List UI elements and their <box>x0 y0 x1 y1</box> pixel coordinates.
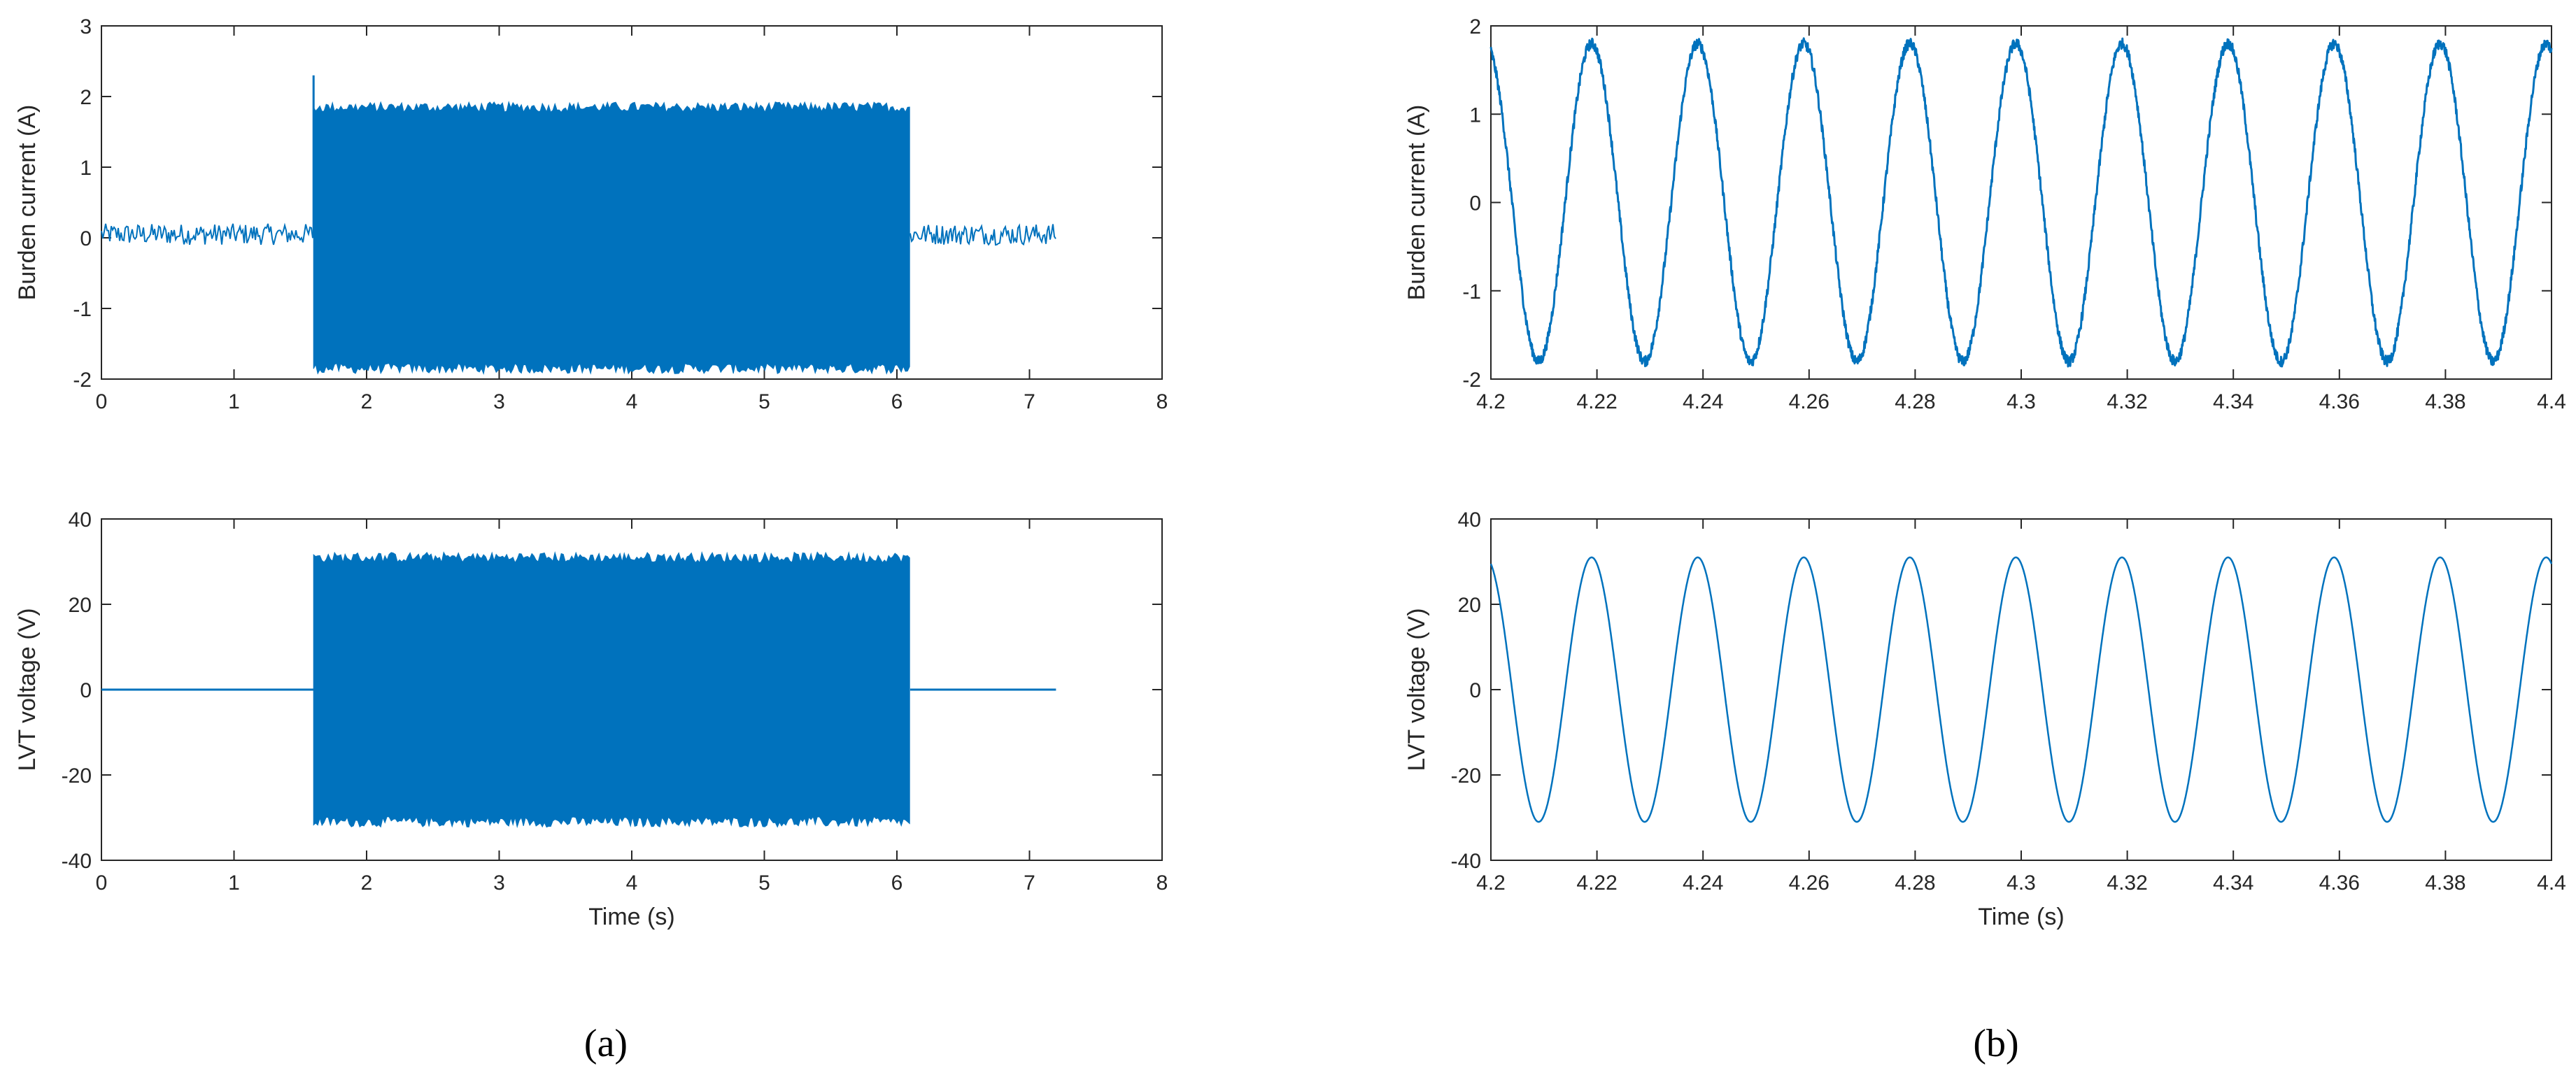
a-top-xtick-label: 1 <box>228 390 240 413</box>
a-top-xtick-label: 4 <box>626 390 638 413</box>
a-bottom-ylabel: LVT voltage (V) <box>14 608 41 771</box>
b-bottom-ytick-label: -20 <box>1451 764 1481 788</box>
a-top-ytick-label: 2 <box>80 86 92 109</box>
a-bottom-xlabel: Time (s) <box>588 904 674 930</box>
a-bottom-ytick-label: 0 <box>80 679 92 702</box>
a-top-xtick-label: 7 <box>1024 390 1035 413</box>
b-top-series-line <box>1489 37 2553 368</box>
a-top-xtick-label: 8 <box>1156 390 1168 413</box>
a-top-xtick-label: 3 <box>493 390 505 413</box>
b-bottom-xlabel: Time (s) <box>1978 904 2064 930</box>
a-top-ytick-label: 0 <box>80 227 92 250</box>
b-bottom-xtick-label: 4.2 <box>1476 871 1506 895</box>
a-top-series-noise <box>101 222 313 245</box>
b-bottom-xtick-label: 4.34 <box>2213 871 2253 895</box>
a-bottom-series-band <box>313 550 910 829</box>
b-top-xtick-label: 4.34 <box>2213 390 2253 413</box>
panel-label-a: (a) <box>584 1022 628 1065</box>
b-bottom-series-line <box>1489 556 2553 823</box>
b-top-ytick-label: 1 <box>1469 104 1481 127</box>
b-top-xtick-label: 4.28 <box>1895 390 1935 413</box>
b-top-xtick-label: 4.24 <box>1683 390 1723 413</box>
b-top-ytick-label: 0 <box>1469 192 1481 215</box>
a-bottom-xtick-label: 3 <box>493 871 505 895</box>
a-top-xtick-label: 6 <box>891 390 903 413</box>
b-top-xtick-label: 4.32 <box>2107 390 2147 413</box>
b-top-ytick-label: 2 <box>1469 15 1481 38</box>
a-top-ytick-label: -2 <box>73 369 92 392</box>
a-bottom-xtick-label: 8 <box>1156 871 1168 895</box>
b-bottom-xtick-label: 4.3 <box>2007 871 2036 895</box>
b-top-xtick-label: 4.26 <box>1789 390 1830 413</box>
a-top-xtick-label: 0 <box>96 390 108 413</box>
a-top-ytick-label: 3 <box>80 15 92 38</box>
b-bottom-ytick-label: -40 <box>1451 850 1481 873</box>
b-top-xtick-label: 4.4 <box>2537 390 2566 413</box>
b-top-xtick-label: 4.2 <box>1476 390 1506 413</box>
a-bottom-xtick-label: 7 <box>1024 871 1035 895</box>
b-top-xtick-label: 4.22 <box>1576 390 1617 413</box>
a-bottom-xtick-label: 0 <box>96 871 108 895</box>
a-bottom-ytick-label: 20 <box>69 594 92 617</box>
a-bottom-xtick-label: 5 <box>758 871 770 895</box>
b-top-ytick-label: -1 <box>1462 280 1481 304</box>
b-top-xtick-label: 4.3 <box>2007 390 2036 413</box>
a-top-series-noise <box>910 223 1056 246</box>
b-bottom-xtick-label: 4.36 <box>2319 871 2360 895</box>
b-bottom-xtick-label: 4.22 <box>1576 871 1617 895</box>
a-bottom-xtick-label: 4 <box>626 871 638 895</box>
b-top-ylabel: Burden current (A) <box>1403 105 1430 301</box>
b-bottom-ytick-label: 0 <box>1469 679 1481 702</box>
a-top-ytick-label: -1 <box>73 298 92 321</box>
b-bottom-xtick-label: 4.28 <box>1895 871 1935 895</box>
a-top-ylabel: Burden current (A) <box>14 105 41 301</box>
a-bottom-ytick-label: -20 <box>62 764 92 788</box>
b-bottom-axes-box <box>1490 518 2552 861</box>
a-top-xtick-label: 5 <box>758 390 770 413</box>
b-bottom-xtick-label: 4.4 <box>2537 871 2566 895</box>
b-top-ytick-label: -2 <box>1462 369 1481 392</box>
a-bottom-xtick-label: 6 <box>891 871 903 895</box>
a-bottom-ytick-label: -40 <box>62 850 92 873</box>
b-bottom-xtick-label: 4.32 <box>2107 871 2147 895</box>
a-top-series-band <box>313 101 910 376</box>
b-top-xtick-label: 4.36 <box>2319 390 2360 413</box>
a-top-ytick-label: 1 <box>80 157 92 180</box>
b-bottom-ylabel: LVT voltage (V) <box>1403 608 1430 771</box>
a-top-xtick-label: 2 <box>361 390 373 413</box>
b-bottom-ytick-label: 20 <box>1458 594 1481 617</box>
panel-label-b: (b) <box>1973 1022 2018 1065</box>
b-bottom-xtick-label: 4.26 <box>1789 871 1830 895</box>
b-bottom-xtick-label: 4.38 <box>2425 871 2465 895</box>
b-top-xtick-label: 4.38 <box>2425 390 2465 413</box>
a-bottom-ytick-label: 40 <box>69 508 92 532</box>
b-bottom-xtick-label: 4.24 <box>1683 871 1723 895</box>
a-bottom-xtick-label: 2 <box>361 871 373 895</box>
b-bottom-ytick-label: 40 <box>1458 508 1481 532</box>
a-bottom-xtick-label: 1 <box>228 871 240 895</box>
b-top-axes-box <box>1490 25 2552 380</box>
